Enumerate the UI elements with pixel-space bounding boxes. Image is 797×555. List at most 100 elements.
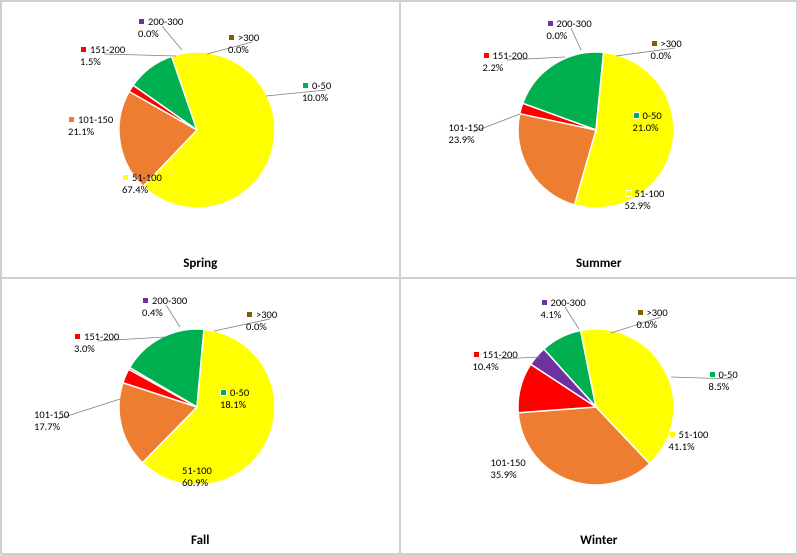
label-pct: 0.0% <box>228 44 259 56</box>
label-pct: 0.0% <box>246 321 277 333</box>
label-pct: 35.9% <box>491 469 526 481</box>
legend-marker <box>547 20 554 27</box>
legend-marker <box>483 52 490 59</box>
legend-marker <box>80 46 87 53</box>
label-name: 151-200 <box>493 49 528 62</box>
label->300: >3000.0% <box>651 38 682 62</box>
label-151-200: 151-2002.2% <box>483 50 528 74</box>
label-pct: 10.0% <box>302 92 331 104</box>
label-name: >300 <box>647 306 668 319</box>
label-name: 0-50 <box>719 368 738 381</box>
label-51-100: 51-10060.9% <box>182 465 212 489</box>
label-51-100: 51-10041.1% <box>669 429 709 453</box>
panel-winter: 0-508.5%51-10041.1%101-15035.9%151-20010… <box>400 278 797 555</box>
label-0-50: 0-5021.0% <box>633 110 662 134</box>
legend-marker <box>651 40 658 47</box>
label->300: >3000.0% <box>246 309 277 333</box>
label-name: 200-300 <box>557 17 592 30</box>
legend-marker <box>228 34 235 41</box>
label-pct: 21.1% <box>68 126 113 138</box>
legend-marker <box>709 371 716 378</box>
legend-marker <box>669 431 676 438</box>
label-name: 151-200 <box>84 330 119 343</box>
label-pct: 67.4% <box>122 184 162 196</box>
label-0-50: 0-5018.1% <box>220 387 249 411</box>
legend-marker <box>138 18 145 25</box>
label-151-200: 151-2003.0% <box>74 331 119 355</box>
label-pct: 23.9% <box>449 134 484 146</box>
panel-title: Fall <box>2 533 399 548</box>
label->300: >3000.0% <box>637 307 668 331</box>
label-pct: 17.7% <box>34 421 69 433</box>
label-pct: 18.1% <box>220 399 249 411</box>
pie-winter <box>401 279 797 554</box>
label-101-150: 101-15023.9% <box>449 122 484 146</box>
label-name: 200-300 <box>152 294 187 307</box>
panel-title: Summer <box>401 256 797 271</box>
label-name: 151-200 <box>90 43 125 56</box>
label-200-300: 200-3004.1% <box>541 297 586 321</box>
legend-marker <box>473 351 480 358</box>
panel-summer: 0-5021.0%51-10052.9%101-15023.9%151-2002… <box>400 1 797 278</box>
panel-fall: 0-5018.1% 51-10060.9% 101-15017.7% 151-2003… <box>1 278 400 555</box>
label-pct: 1.5% <box>80 56 125 68</box>
legend-marker <box>633 112 640 119</box>
label-name: 200-300 <box>148 15 183 28</box>
pie-spring <box>2 2 399 277</box>
legend-marker <box>68 116 75 123</box>
legend-marker <box>302 82 309 89</box>
label-pct: 0.0% <box>651 50 682 62</box>
label-101-150: 101-15017.7% <box>34 409 69 433</box>
panel-title: Spring <box>2 256 399 271</box>
label-pct: 0.0% <box>138 28 183 40</box>
label-name: 200-300 <box>551 296 586 309</box>
chart-grid: 0-5010.0%51-10067.4%101-15021.1%151-2001… <box>0 0 797 554</box>
label-151-200: 151-2001.5% <box>80 44 125 68</box>
label-name: >300 <box>238 31 259 44</box>
panel-title: Winter <box>401 533 797 548</box>
label-name: 0-50 <box>643 109 662 122</box>
label-name: 0-50 <box>230 386 249 399</box>
label-101-150: 101-15021.1% <box>68 114 113 138</box>
legend-marker <box>220 389 227 396</box>
label-name: 101-150 <box>491 456 526 469</box>
label-pct: 0.0% <box>547 30 592 42</box>
label-name: 101-150 <box>78 113 113 126</box>
label-name: 51-100 <box>635 187 665 200</box>
label-name: 101-150 <box>34 408 69 421</box>
label-pct: 21.0% <box>633 122 662 134</box>
label-pct: 8.5% <box>709 381 738 393</box>
legend-marker <box>246 311 253 318</box>
label-0-50: 0-5010.0% <box>302 80 331 104</box>
label-pct: 41.1% <box>669 441 709 453</box>
label-0-50: 0-508.5% <box>709 369 738 393</box>
label-pct: 2.2% <box>483 62 528 74</box>
legend-marker <box>122 174 129 181</box>
label-pct: 4.1% <box>541 309 586 321</box>
legend-marker <box>74 333 81 340</box>
legend-marker <box>637 309 644 316</box>
label-pct: 52.9% <box>625 200 665 212</box>
label-name: 51-100 <box>679 428 709 441</box>
label-name: >300 <box>256 308 277 321</box>
label-pct: 3.0% <box>74 343 119 355</box>
legend-marker <box>541 299 548 306</box>
label-name: 51-100 <box>132 171 162 184</box>
legend-marker <box>142 297 149 304</box>
label->300: >3000.0% <box>228 32 259 56</box>
label-name: 101-150 <box>449 121 484 134</box>
legend-marker <box>625 190 632 197</box>
label-51-100: 51-10067.4% <box>122 172 162 196</box>
label-pct: 0.0% <box>637 319 668 331</box>
label-name: 151-200 <box>483 348 518 361</box>
label-200-300: 200-3000.0% <box>138 16 183 40</box>
label-pct: 10.4% <box>473 361 518 373</box>
label-151-200: 151-20010.4% <box>473 349 518 373</box>
label-200-300: 200-3000.4% <box>142 295 187 319</box>
label-pct: 60.9% <box>182 477 212 489</box>
label-51-100: 51-10052.9% <box>625 188 665 212</box>
label-101-150: 101-15035.9% <box>491 457 526 481</box>
label-pct: 0.4% <box>142 307 187 319</box>
label-name: >300 <box>661 37 682 50</box>
panel-spring: 0-5010.0%51-10067.4%101-15021.1%151-2001… <box>1 1 400 278</box>
